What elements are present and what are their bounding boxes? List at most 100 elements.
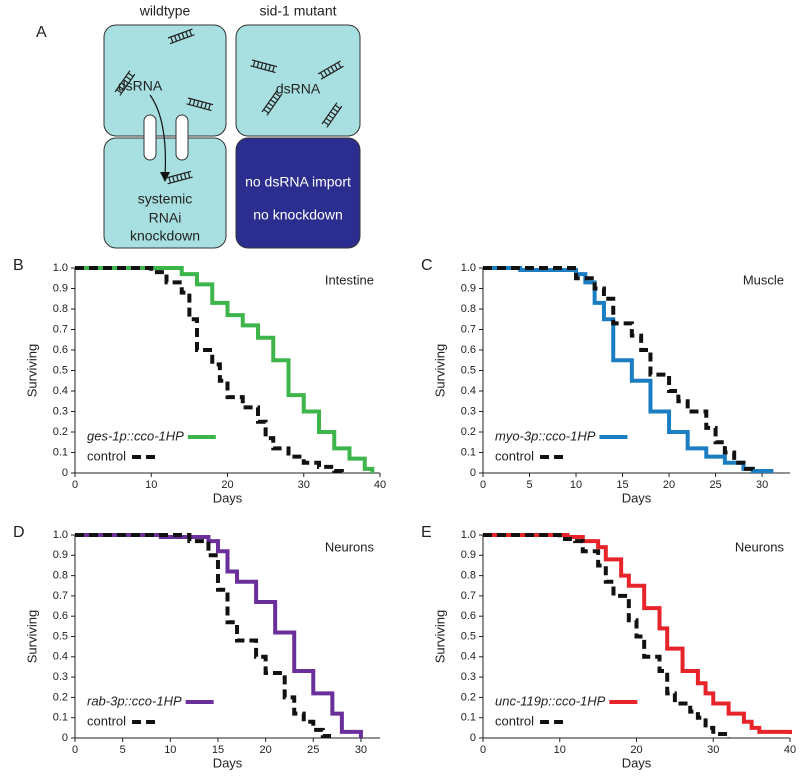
axes	[74, 535, 380, 739]
y-tick-label: 0	[470, 732, 476, 744]
x-axis-label: Days	[622, 755, 652, 770]
y-tick-label: 0.7	[461, 590, 476, 602]
y-tick-label: 1.0	[53, 529, 68, 541]
y-tick-label: 0.3	[461, 671, 476, 683]
channel	[143, 114, 157, 161]
annotation: Neurons	[325, 539, 375, 554]
cell-mutant	[235, 137, 361, 249]
x-tick-label: 10	[145, 479, 157, 491]
x-tick-label: 0	[480, 479, 486, 491]
channel	[175, 114, 189, 161]
panel-letter: C	[421, 257, 433, 274]
y-tick-label: 0.8	[53, 303, 68, 315]
y-tick-label: 1.0	[461, 262, 476, 274]
y-tick-label: 0.4	[461, 385, 476, 397]
x-tick-label: 20	[630, 744, 642, 756]
y-tick-label: 0.1	[461, 446, 476, 458]
panel-a: A wildtype sid-1 mutant dsRNA systemic R…	[36, 3, 361, 249]
cell-label: no knockdown	[253, 207, 343, 223]
x-axis-label: Days	[213, 490, 243, 505]
x-tick-label: 5	[120, 744, 126, 756]
y-tick-label: 0.9	[461, 549, 476, 561]
x-tick-label: 25	[709, 479, 721, 491]
legend-label: ges-1p::cco-1HP	[87, 428, 184, 443]
y-tick-label: 0.7	[461, 323, 476, 335]
x-tick-label: 10	[570, 479, 582, 491]
legend-label: control	[87, 448, 126, 463]
cell-label: no dsRNA import	[245, 174, 351, 190]
cell-label: RNAi	[149, 210, 182, 226]
panel-letter: B	[13, 257, 24, 274]
arrow	[149, 94, 166, 177]
cell	[103, 24, 227, 137]
y-tick-label: 0.8	[461, 570, 476, 582]
survival-curve	[483, 533, 731, 738]
y-tick-label: 0.5	[461, 364, 476, 376]
y-tick-label: 1.0	[461, 529, 476, 541]
y-tick-label: 0.4	[53, 651, 68, 663]
y-tick-label: 0	[470, 467, 476, 479]
y-axis-label: Surviving	[24, 344, 39, 397]
annotation: Neurons	[735, 539, 785, 554]
y-tick-label: 0.9	[461, 282, 476, 294]
x-axis-label: Days	[622, 490, 652, 505]
y-tick-label: 0.3	[53, 671, 68, 683]
y-tick-label: 0.8	[461, 303, 476, 315]
y-tick-label: 0.8	[53, 570, 68, 582]
legend-label: control	[87, 713, 126, 728]
y-tick-label: 0.2	[461, 426, 476, 438]
y-tick-label: 0.3	[53, 405, 68, 417]
x-tick-label: 15	[616, 479, 628, 491]
right-title: sid-1 mutant	[259, 3, 336, 19]
y-tick-label: 0.1	[53, 712, 68, 724]
x-tick-label: 5	[526, 479, 532, 491]
y-tick-label: 0.5	[461, 630, 476, 642]
x-axis-label: Days	[213, 755, 243, 770]
y-tick-label: 0.5	[53, 630, 68, 642]
x-tick-label: 40	[374, 479, 386, 491]
cell-label: systemic	[138, 191, 192, 207]
legend-label: rab-3p::cco-1HP	[87, 693, 182, 708]
cell	[103, 137, 227, 249]
x-tick-label: 30	[756, 479, 768, 491]
y-tick-label: 0.6	[461, 344, 476, 356]
legend-label: myo-3p::cco-1HP	[495, 428, 596, 443]
annotation: Muscle	[743, 272, 784, 287]
y-tick-label: 0.9	[53, 549, 68, 561]
x-tick-label: 20	[663, 479, 675, 491]
y-tick-label: 0	[62, 467, 68, 479]
cell	[235, 24, 361, 137]
x-tick-label: 30	[298, 479, 310, 491]
cell-label: dsRNA	[276, 81, 321, 97]
cell-label: knockdown	[130, 228, 200, 244]
left-title: wildtype	[139, 3, 191, 19]
axes	[74, 268, 380, 474]
y-axis-label: Surviving	[24, 610, 39, 663]
y-tick-label: 0.4	[53, 385, 68, 397]
legend-label: control	[495, 713, 534, 728]
y-tick-label: 0.6	[53, 344, 68, 356]
panel-letter: E	[421, 524, 432, 541]
x-tick-label: 20	[221, 479, 233, 491]
y-tick-label: 1.0	[53, 262, 68, 274]
annotation: Intestine	[325, 272, 374, 287]
legend-label: unc-119p::cco-1HP	[495, 693, 606, 708]
x-tick-label: 15	[212, 744, 224, 756]
y-tick-label: 0.3	[461, 405, 476, 417]
y-tick-label: 0.7	[53, 323, 68, 335]
dsrna-icons	[114, 28, 344, 185]
y-tick-label: 0.4	[461, 651, 476, 663]
x-tick-label: 0	[480, 744, 486, 756]
y-tick-label: 0.2	[461, 691, 476, 703]
cell-label: dsRNA	[118, 78, 163, 94]
y-tick-label: 0.1	[53, 446, 68, 458]
survival-curve	[75, 266, 375, 473]
y-tick-label: 0.2	[53, 426, 68, 438]
y-tick-label: 0.1	[461, 712, 476, 724]
y-axis-label: Surviving	[432, 610, 447, 663]
survival-curve	[483, 533, 792, 734]
y-axis-label: Surviving	[432, 344, 447, 397]
panel-letter: A	[36, 24, 47, 41]
panel-letter: D	[13, 524, 25, 541]
